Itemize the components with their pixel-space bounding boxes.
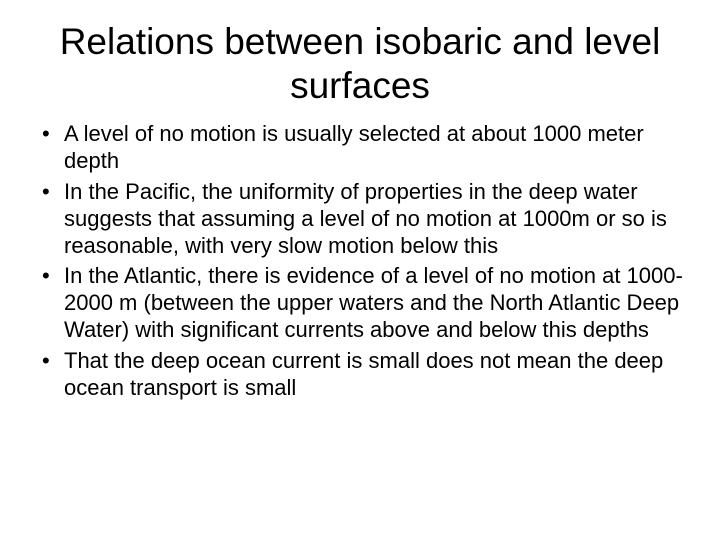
slide-title: Relations between isobaric and level sur… — [36, 20, 684, 107]
list-item: That the deep ocean current is small doe… — [36, 348, 684, 402]
bullet-list: A level of no motion is usually selected… — [36, 121, 684, 401]
list-item: In the Pacific, the uniformity of proper… — [36, 179, 684, 259]
list-item: A level of no motion is usually selected… — [36, 121, 684, 175]
list-item: In the Atlantic, there is evidence of a … — [36, 263, 684, 343]
